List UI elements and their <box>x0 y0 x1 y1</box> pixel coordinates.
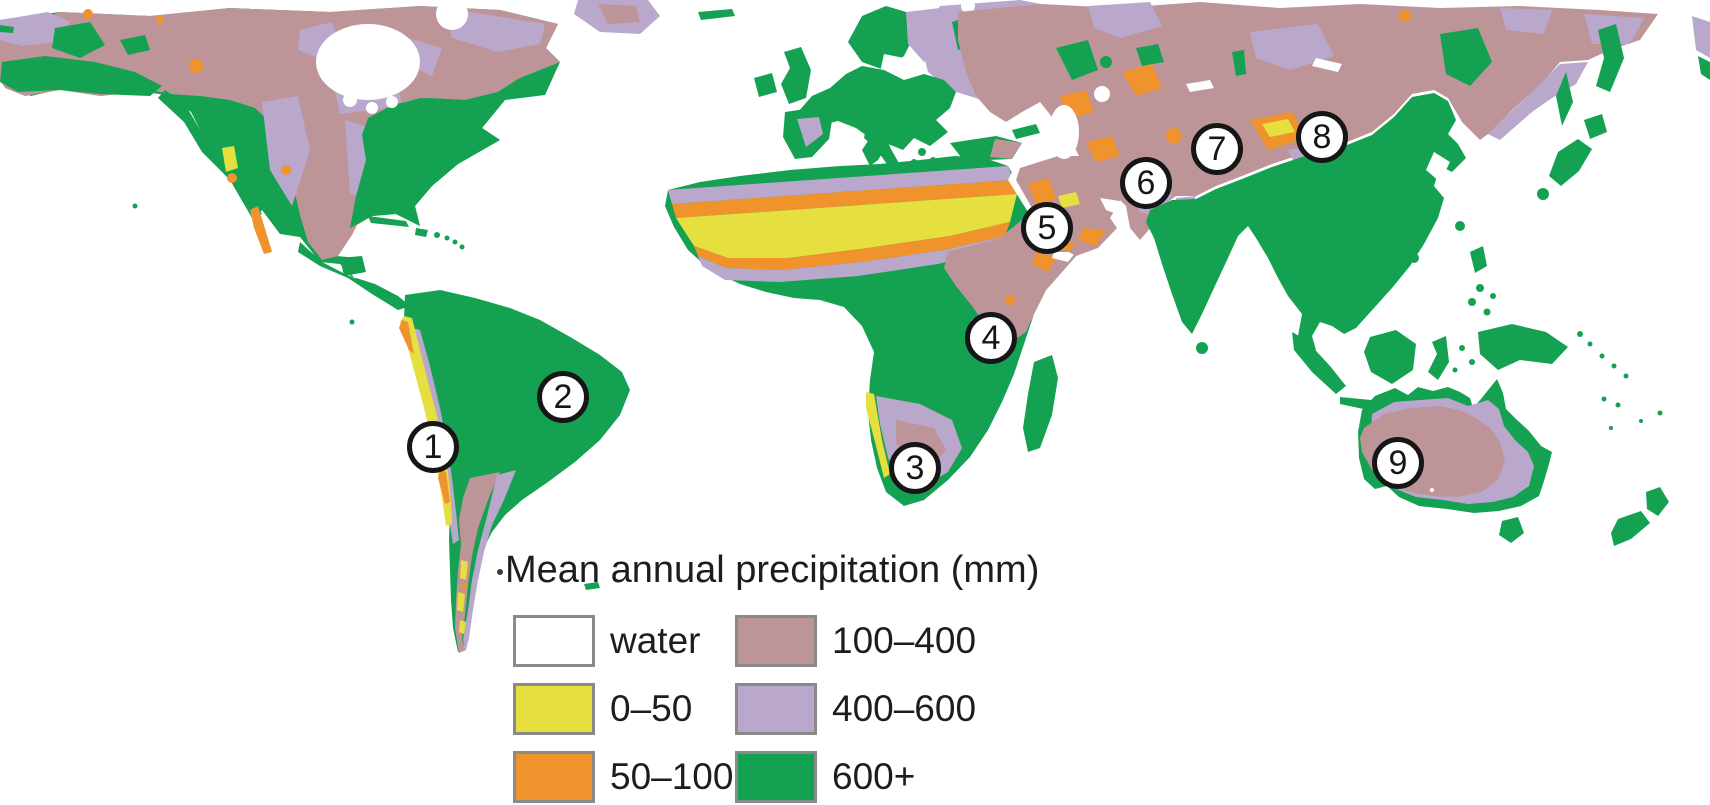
map-marker-3: 3 <box>889 442 941 494</box>
map-marker-1: 1 <box>407 421 459 473</box>
map-marker-5: 5 <box>1021 202 1073 254</box>
map-marker-2: 2 <box>537 371 589 423</box>
map-marker-6: 6 <box>1120 157 1172 209</box>
map-marker-4: 4 <box>965 312 1017 364</box>
africa <box>665 156 1076 506</box>
greenland <box>574 0 735 34</box>
map-marker-8: 8 <box>1296 111 1348 163</box>
map-marker-7: 7 <box>1191 123 1243 175</box>
map-marker-9: 9 <box>1372 437 1424 489</box>
map-specks <box>0 16 1710 590</box>
north-america <box>0 0 560 310</box>
